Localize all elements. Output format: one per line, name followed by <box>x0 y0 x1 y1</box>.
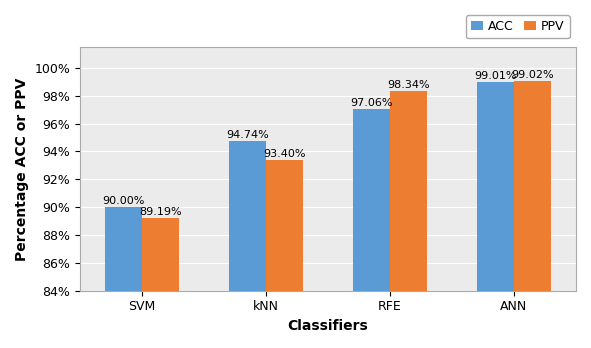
Bar <box>266 160 303 348</box>
Text: 99.01%: 99.01% <box>474 71 517 80</box>
Y-axis label: Percentage ACC or PPV: Percentage ACC or PPV <box>15 77 29 261</box>
Bar <box>477 82 514 348</box>
Bar <box>390 91 427 348</box>
Text: 89.19%: 89.19% <box>139 207 182 217</box>
Bar <box>105 207 142 348</box>
Text: 97.06%: 97.06% <box>350 98 392 108</box>
Bar <box>142 219 179 348</box>
Text: 94.74%: 94.74% <box>226 130 269 140</box>
Legend: ACC, PPV: ACC, PPV <box>466 15 570 38</box>
Bar <box>514 81 551 348</box>
X-axis label: Classifiers: Classifiers <box>288 319 368 333</box>
Text: 93.40%: 93.40% <box>264 149 306 159</box>
Text: 90.00%: 90.00% <box>102 196 145 206</box>
Text: 98.34%: 98.34% <box>387 80 430 90</box>
Bar <box>229 141 266 348</box>
Text: 99.02%: 99.02% <box>511 70 554 80</box>
Bar <box>353 109 390 348</box>
